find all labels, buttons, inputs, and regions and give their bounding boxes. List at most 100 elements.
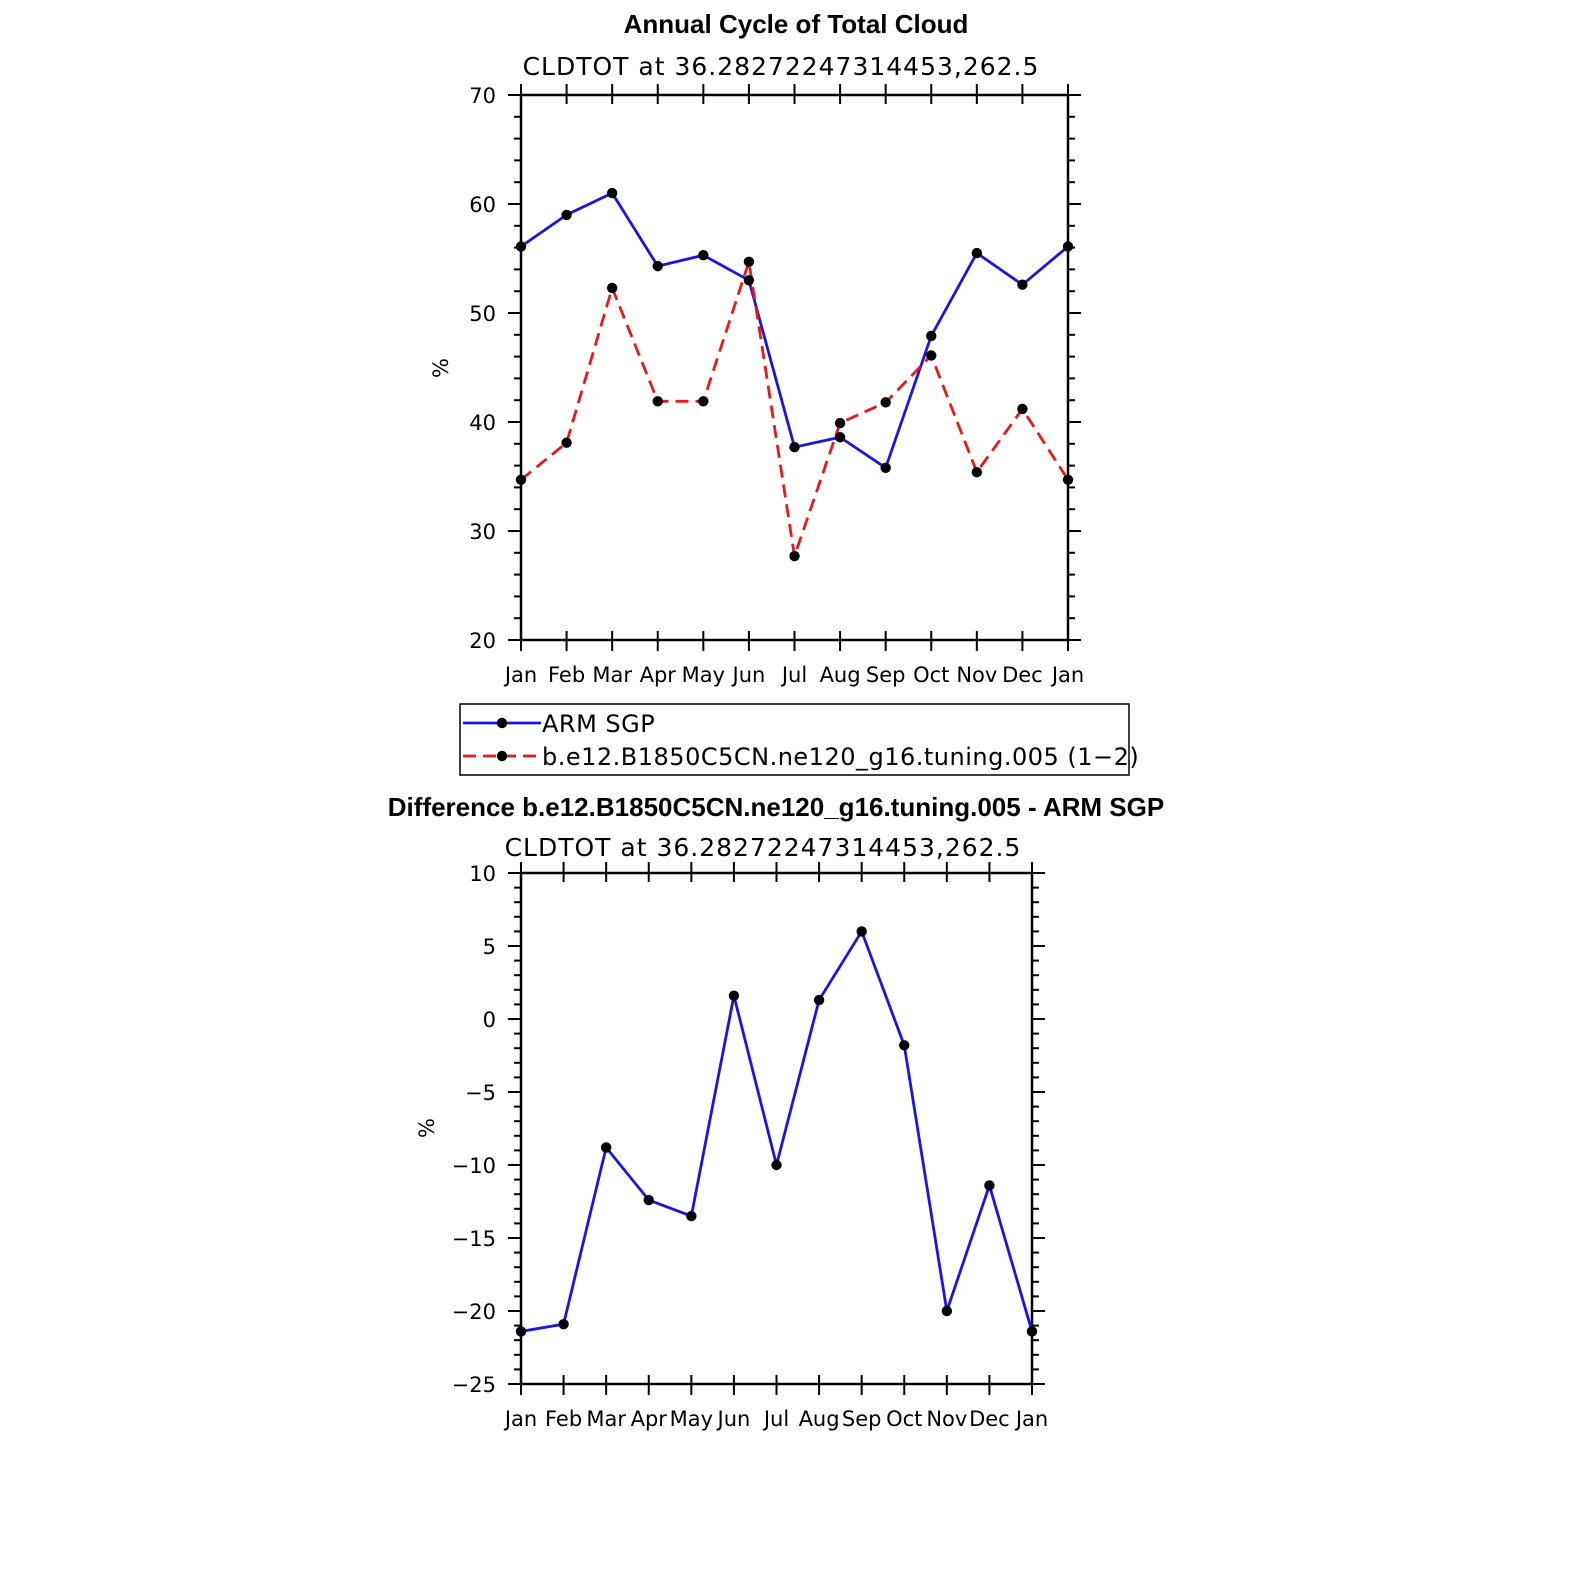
chart1-ytick-label: 40 — [469, 411, 496, 435]
chart2-xtick-label: Jan — [503, 1407, 537, 1431]
chart1-ytick-label: 50 — [469, 302, 496, 326]
chart1-series-0-point — [880, 462, 891, 473]
chart2-xtick-label: Jan — [1014, 1407, 1048, 1431]
chart2-series-0-line — [520, 928, 1034, 1333]
legend-label-0: ARM SGP — [542, 710, 655, 738]
chart1-series-1-point — [743, 256, 755, 267]
chart2-xtick-label: Jul — [762, 1407, 789, 1431]
chart1-series-0-point — [743, 275, 755, 286]
chart2-axes: Jan Feb Mar Apr May Jun Jul Aug Sep Oct Nov Dec Jan−… — [452, 862, 1048, 1431]
chart2-xtick-label: Jun — [716, 1407, 751, 1431]
chart2-series-0-point — [686, 1210, 697, 1222]
chart1-series-0-point — [834, 432, 846, 443]
legend-label-1: b.e12.B1850C5CN.ne120_g16.tuning.005 (1−… — [542, 743, 1139, 771]
chart2-series-0-point — [899, 1040, 910, 1051]
chart1-series-0-point — [515, 241, 527, 252]
chart1-series-1-point — [789, 550, 800, 562]
chart1-title: Annual Cycle of Total Cloud — [624, 9, 969, 39]
chart2-plot-frame — [519, 871, 1034, 1386]
chart1-xtick-label: Mar — [592, 663, 632, 687]
chart2-ylabel: % — [415, 1118, 439, 1138]
chart2-series-0-point — [600, 1142, 612, 1153]
chart2-ytick-label: −25 — [452, 1373, 496, 1397]
chart1-xtick-label: Dec — [1002, 663, 1043, 687]
chart1-legend: ARM SGP b.e12.B1850C5CN.ne120_g16.tuning.… — [459, 703, 1139, 776]
difference-chart: Difference b.e12.B1850C5CN.ne120_g16.tun… — [388, 792, 1164, 1431]
chart1-series-0-point — [652, 260, 663, 272]
chart1-series-1-point — [880, 397, 891, 408]
chart1-ytick-label: 30 — [469, 520, 496, 544]
chart1-series-0-point — [698, 250, 709, 261]
chart2-xtick-label: Apr — [631, 1407, 668, 1431]
chart1-series-1-point — [926, 350, 937, 361]
chart2-ytick-label: 5 — [483, 935, 496, 959]
chart1-series-0-point — [1062, 241, 1074, 252]
chart2-series-0-point — [856, 926, 867, 937]
chart1-series-0-point — [926, 330, 937, 342]
chart1-series-0-point — [789, 441, 800, 453]
chart1-axes: Jan Feb Mar Apr May Jun Jul Aug Sep Oct Nov Dec Jan 2… — [469, 84, 1084, 687]
legend-marker-1 — [496, 750, 508, 762]
chart1-series-1-point — [971, 466, 983, 478]
chart1-series-1-point — [515, 474, 527, 485]
chart1-series-1-point — [561, 437, 572, 448]
chart1-xtick-label: Jul — [780, 663, 807, 687]
chart2-xtick-label: Oct — [886, 1407, 922, 1431]
chart2-ytick-label: 10 — [469, 862, 496, 886]
chart1-series-0-point — [1017, 279, 1028, 290]
chart1-xtick-label: Aug — [820, 663, 861, 687]
chart2-series-0-point — [558, 1318, 569, 1330]
chart2-series-0-point — [813, 994, 825, 1006]
legend-box — [459, 703, 1130, 776]
chart1-xtick-label: Oct — [913, 663, 949, 687]
chart2-xtick-label: May — [670, 1407, 713, 1431]
chart1-subtitle: CLDTOT at 36.28272247314453,262.5 — [523, 52, 1040, 81]
chart2-xtick-label: Dec — [969, 1407, 1010, 1431]
chart2-ytick-label: −15 — [452, 1227, 496, 1251]
chart1-series-0-point — [606, 187, 618, 199]
chart2-ytick-label: −20 — [452, 1300, 496, 1324]
chart2-series-0-point — [643, 1194, 654, 1206]
chart1-series-0-point — [561, 209, 572, 221]
chart2-xtick-label: Mar — [586, 1407, 626, 1431]
chart2-series-0-point — [771, 1159, 782, 1171]
chart1-series-1-point — [1062, 474, 1074, 485]
chart2-series-0-point — [941, 1305, 953, 1317]
chart2-series-0-point — [984, 1180, 995, 1191]
chart1-series — [515, 187, 1074, 562]
chart1-series-1-point — [606, 282, 618, 294]
chart1-xtick-label: Jun — [731, 663, 766, 687]
chart2-series-0-point — [1026, 1326, 1038, 1337]
chart1-xtick-label: Sep — [866, 663, 906, 687]
chart2-xtick-label: Sep — [842, 1407, 882, 1431]
chart1-series-0-point — [971, 247, 983, 259]
chart1-xtick-label: Feb — [548, 663, 585, 687]
chart2-series-0-point — [728, 990, 740, 1001]
chart2-ytick-label: −10 — [452, 1154, 496, 1178]
chart1-xtick-label: Apr — [640, 663, 677, 687]
chart2-ytick-label: −5 — [465, 1081, 496, 1105]
chart1-series-0-line — [520, 191, 1069, 470]
chart2-title: Difference b.e12.B1850C5CN.ne120_g16.tun… — [388, 792, 1164, 822]
chart1-series-1-point — [698, 396, 709, 407]
chart1-series-1-point — [652, 396, 663, 407]
chart1-xtick-label: Jan — [503, 663, 537, 687]
chart1-series-1-point — [1017, 403, 1028, 415]
chart2-subtitle: CLDTOT at 36.28272247314453,262.5 — [505, 833, 1022, 862]
chart1-xtick-label: Nov — [956, 663, 997, 687]
chart1-series-1-line — [520, 261, 1070, 557]
chart2-series — [515, 926, 1038, 1337]
chart1-ytick-label: 70 — [469, 84, 496, 108]
chart1-series-1-point — [834, 417, 846, 429]
legend-marker-0 — [496, 717, 508, 729]
annual-cycle-chart: Annual Cycle of Total Cloud CLDTOT at 36… — [429, 9, 1084, 687]
chart1-xtick-label: May — [682, 663, 725, 687]
chart2-xtick-label: Aug — [799, 1407, 840, 1431]
chart2-series-0-point — [515, 1326, 527, 1337]
chart1-ytick-label: 60 — [469, 193, 496, 217]
chart2-xtick-label: Nov — [926, 1407, 967, 1431]
chart1-ylabel: % — [429, 358, 453, 378]
chart2-ytick-label: 0 — [483, 1008, 496, 1032]
chart2-xtick-label: Feb — [545, 1407, 582, 1431]
